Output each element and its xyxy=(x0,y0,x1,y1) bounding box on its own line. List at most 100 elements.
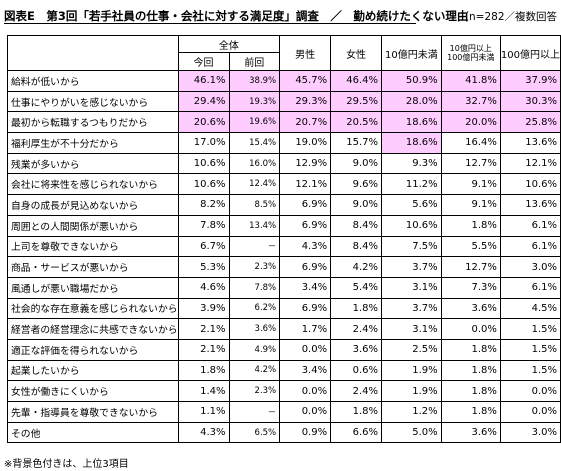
table-row: 起業したいから 1.8% 4.2% 3.4% 0.6% 1.9% 1.8% 1.5% xyxy=(7,359,561,382)
table-cell: 1.8% xyxy=(440,359,501,382)
table-cell: 3.6% xyxy=(440,421,501,444)
table-row: 女性が働きにくいから 1.4% 2.3% 0.0% 2.4% 1.9% 1.8% 0.0% xyxy=(7,380,561,402)
table-cell: 3.1% xyxy=(381,318,442,340)
table-cell: 10.6% xyxy=(381,214,442,237)
table-cell: 1.8% xyxy=(440,338,501,361)
table-cell: 0.0% xyxy=(440,318,501,340)
row-label: 周囲との人間関係が悪いから xyxy=(7,214,179,237)
table-cell: 12.1% xyxy=(499,152,561,175)
table-cell: 10.6% xyxy=(177,152,230,175)
table-cell: 0.0% xyxy=(279,401,332,423)
table-row: 残業が多いから 10.6% 16.0% 12.9% 9.0% 9.3% 12.7% 12.1% xyxy=(7,152,561,175)
table-cell: 4.5% xyxy=(499,297,561,320)
mid-size-column-header: 10億円以上 100億円未満 xyxy=(440,35,501,71)
table-cell: 0.0% xyxy=(279,380,332,402)
table-cell: 6.1% xyxy=(499,214,561,237)
table-cell: 1.8% xyxy=(330,297,383,320)
table-cell: 12.7% xyxy=(440,152,501,175)
table-cell: 1.7% xyxy=(279,318,332,340)
table-cell: 45.7% xyxy=(279,70,332,92)
table-cell: 1.8% xyxy=(177,359,230,382)
table-cell: 7.8% xyxy=(228,276,281,299)
table-cell: 30.3% xyxy=(499,90,561,113)
female-column-header: 女性 xyxy=(330,35,383,71)
header-row-2: 今回 前回 xyxy=(8,52,561,71)
table-cell: 3.7% xyxy=(381,256,442,278)
row-label: 福利厚生が不十分だから xyxy=(7,132,179,154)
table-cell: 29.4% xyxy=(177,90,230,113)
table-cell: 25.8% xyxy=(499,111,561,134)
table-cell: 0.9% xyxy=(279,421,332,444)
table-cell: 1.1% xyxy=(177,401,230,423)
table-cell: 2.5% xyxy=(381,338,442,361)
table-cell: 13.4% xyxy=(228,214,281,237)
table-cell: 2.4% xyxy=(330,318,383,340)
title-row: 図表E 第3回「若手社員の仕事・会社に対する満足度」調査 ／ 勤め続けたくない理… xyxy=(4,2,560,28)
table-cell: 7.5% xyxy=(381,235,442,258)
table-cell: 4.3% xyxy=(279,235,332,258)
table-row: 自身の成長が見込めないから 8.2% 8.5% 6.9% 9.0% 5.6% 9.1% 13.… xyxy=(7,194,561,216)
table-cell: 9.0% xyxy=(330,152,383,175)
row-label: 起業したいから xyxy=(7,359,179,382)
sample-note: （n=282／複数回答 xyxy=(458,11,558,23)
table-cell: 20.7% xyxy=(279,111,332,134)
table-row: 適正な評価を得られないから 2.1% 4.9% 0.0% 3.6% 2.5% 1.8% 1.5… xyxy=(7,338,561,361)
table-cell: 15.4% xyxy=(228,132,281,154)
table-cell: 50.9% xyxy=(381,70,442,92)
table-cell: 9.3% xyxy=(381,152,442,175)
table-row: 商品・サービスが悪いから 5.3% 2.3% 6.9% 4.2% 3.7% 12.7% 3.0… xyxy=(7,256,561,278)
label-column-header xyxy=(7,35,179,71)
table-cell: 5.3% xyxy=(177,256,230,278)
table-cell: 20.0% xyxy=(440,111,501,134)
table-cell: 6.2% xyxy=(228,297,281,320)
table-cell: 6.9% xyxy=(279,194,332,216)
table-cell: 19.3% xyxy=(228,90,281,113)
table-row: 仕事にやりがいを感じないから 29.4% 19.3% 29.3% 29.5% 28.0% 3… xyxy=(7,90,561,113)
table-cell: 3.4% xyxy=(279,276,332,299)
table-cell: 19.0% xyxy=(279,132,332,154)
table-cell: 1.8% xyxy=(440,214,501,237)
table-cell: 12.7% xyxy=(440,256,501,278)
table-cell: 11.2% xyxy=(381,173,442,196)
table-cell: 20.6% xyxy=(177,111,230,134)
row-label: 上司を尊敬できないから xyxy=(7,235,179,258)
table-cell: 8.2% xyxy=(177,194,230,216)
previous-column-header: 前回 xyxy=(228,52,281,71)
over-10b-column-header: 100億円以上 xyxy=(499,35,561,71)
table-row: 先輩・指導員を尊敬できないから 1.1% － 0.0% 1.8% 1.2% 1.8% 0.0% xyxy=(7,401,561,423)
table-cell: 8.4% xyxy=(330,235,383,258)
table-cell: 9.1% xyxy=(440,194,501,216)
table-cell: 7.8% xyxy=(177,214,230,237)
row-label: 適正な評価を得られないから xyxy=(7,338,179,361)
row-label: 会社に将来性を感じられないから xyxy=(7,173,179,196)
table-row: 周囲との人間関係が悪いから 7.8% 13.4% 6.9% 8.4% 10.6% 1.8% 6… xyxy=(7,214,561,237)
under-1b-column-header: 10億円未満 xyxy=(381,35,442,71)
table-row: 風通しが悪い職場だから 4.6% 7.8% 3.4% 5.4% 3.1% 7.3% 6.1% xyxy=(7,276,561,299)
table-cell: 16.4% xyxy=(440,132,501,154)
table-cell: 6.5% xyxy=(228,421,281,444)
table-cell: 7.3% xyxy=(440,276,501,299)
table-cell: 4.2% xyxy=(228,359,281,382)
table-cell: 5.4% xyxy=(330,276,383,299)
table-cell: 41.8% xyxy=(440,70,501,92)
table-cell: 8.5% xyxy=(228,194,281,216)
table-cell: 2.3% xyxy=(228,256,281,278)
row-label: 最初から転職するつもりだから xyxy=(7,111,179,134)
table-cell: 13.6% xyxy=(499,194,561,216)
table-cell: 29.3% xyxy=(279,90,332,113)
row-label: 商品・サービスが悪いから xyxy=(7,256,179,278)
table-cell: 3.6% xyxy=(228,318,281,340)
row-label: 残業が多いから xyxy=(7,152,179,175)
table-cell: 3.9% xyxy=(177,297,230,320)
table-cell: 5.6% xyxy=(381,194,442,216)
table-cell: 10.6% xyxy=(499,173,561,196)
table-cell: 4.3% xyxy=(177,421,230,444)
table-cell: 18.6% xyxy=(381,132,442,154)
table-cell: 13.6% xyxy=(499,132,561,154)
table-cell: 20.5% xyxy=(330,111,383,134)
header-row-1: 全体 男性 女性 10億円未満 10億円以上 100億円未満 100億円以上 xyxy=(7,35,561,71)
table-cell: 9.0% xyxy=(330,194,383,216)
table-cell: 0.0% xyxy=(499,401,561,423)
table-cell: 15.7% xyxy=(330,132,383,154)
footnote: ※背景色付きは、上位3項目 xyxy=(4,459,129,470)
